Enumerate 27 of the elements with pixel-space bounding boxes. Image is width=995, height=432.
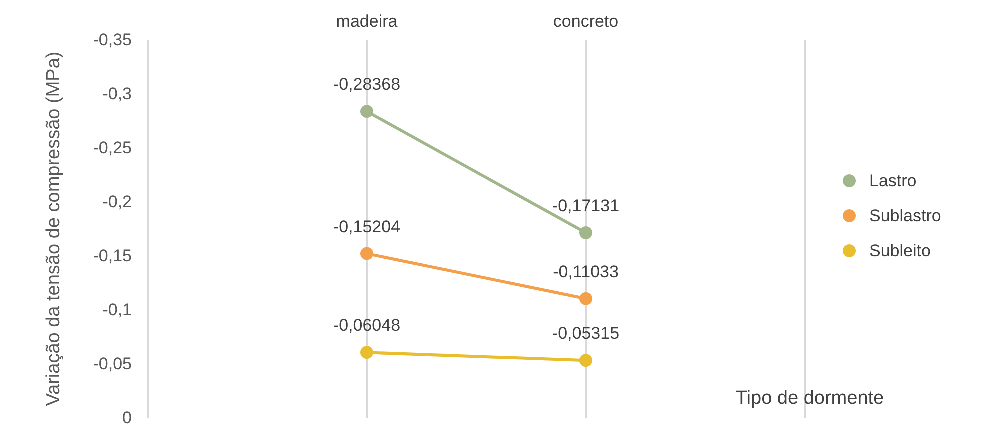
legend-label: Lastro bbox=[870, 172, 917, 190]
y-tick-label: -0,3 bbox=[102, 84, 132, 104]
y-tick-label: -0,05 bbox=[93, 354, 132, 374]
point bbox=[580, 354, 592, 368]
point bbox=[580, 292, 592, 306]
data-label: -0,15204 bbox=[333, 217, 401, 236]
point bbox=[360, 105, 374, 118]
x-tick-label: concreto bbox=[553, 12, 619, 31]
y-tick-label: -0,1 bbox=[102, 300, 132, 320]
point bbox=[360, 247, 374, 260]
point bbox=[580, 226, 592, 240]
data-label: -0,05315 bbox=[552, 324, 620, 344]
y-tick-label: -0,2 bbox=[102, 192, 132, 212]
y-tick-label: 0 bbox=[122, 408, 132, 428]
data-label: -0,17131 bbox=[552, 196, 620, 216]
y-axis-title: Variação da tensão de compressão (MPa) bbox=[44, 52, 64, 406]
y-tick-label: -0,35 bbox=[93, 30, 132, 50]
x-axis-title: Tipo de dormente bbox=[736, 388, 884, 409]
point bbox=[360, 346, 374, 360]
data-label: -0,28368 bbox=[333, 75, 401, 94]
data-label: -0,06048 bbox=[333, 316, 401, 336]
y-tick-label: -0,25 bbox=[93, 138, 132, 158]
x-tick-label: madeira bbox=[336, 12, 398, 31]
legend-label: Subleito bbox=[870, 242, 931, 260]
data-label: -0,11033 bbox=[553, 262, 619, 282]
y-tick-label: -0,15 bbox=[93, 246, 132, 266]
legend-label: Sublastro bbox=[870, 206, 942, 226]
